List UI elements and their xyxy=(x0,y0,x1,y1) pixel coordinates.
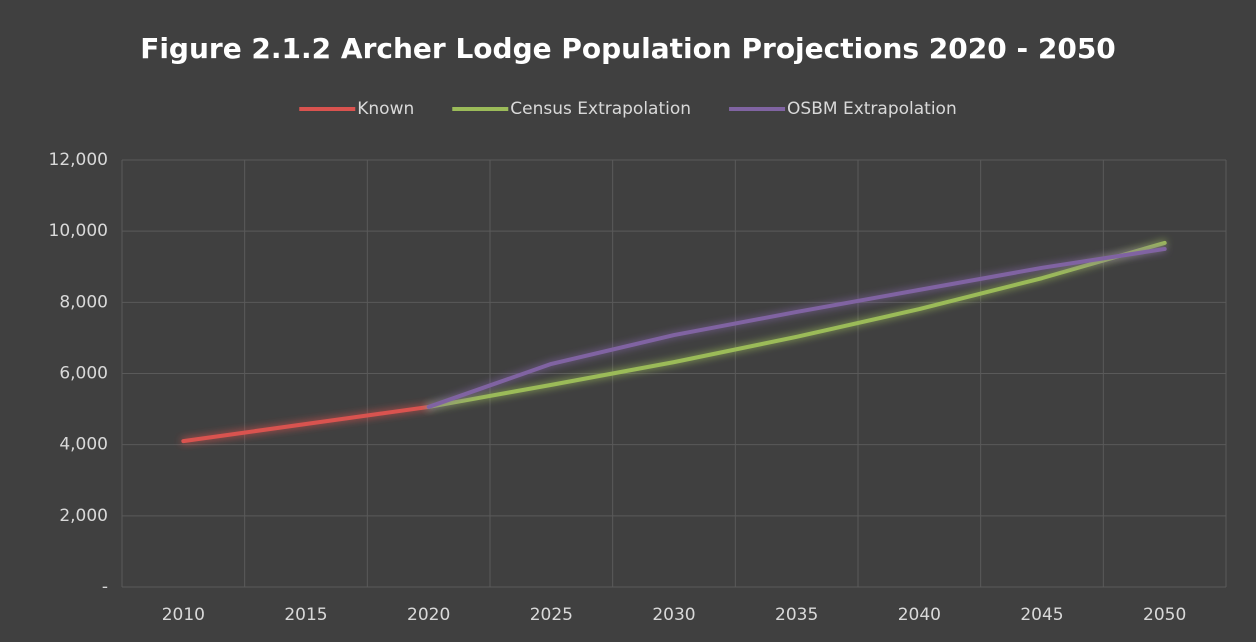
x-tick-label: 2025 xyxy=(530,605,573,625)
legend: Known Census Extrapolation OSBM Extrapolat… xyxy=(299,99,957,119)
x-tick-label: 2030 xyxy=(652,605,695,625)
y-tick-label: 10,000 xyxy=(49,221,108,241)
y-tick-label: 12,000 xyxy=(49,150,108,170)
legend-label: Known xyxy=(357,99,414,119)
y-tick-label: 4,000 xyxy=(59,435,108,455)
x-tick-label: 2035 xyxy=(775,605,818,625)
y-tick-label: - xyxy=(102,577,108,597)
y-tick-label: 8,000 xyxy=(59,292,108,312)
x-tick-label: 2015 xyxy=(284,605,327,625)
y-tick-label: 6,000 xyxy=(59,364,108,384)
series-line xyxy=(426,246,1167,409)
series-line xyxy=(181,404,431,444)
chart-title: Figure 2.1.2 Archer Lodge Population Pro… xyxy=(140,32,1116,65)
legend-label: Census Extrapolation xyxy=(510,99,691,119)
series-line xyxy=(426,240,1167,409)
x-tick-label: 2020 xyxy=(407,605,450,625)
x-tick-label: 2050 xyxy=(1143,605,1186,625)
x-tick-label: 2045 xyxy=(1020,605,1063,625)
y-tick-label: 2,000 xyxy=(59,506,108,526)
x-tick-label: 2040 xyxy=(898,605,941,625)
legend-label: OSBM Extrapolation xyxy=(787,99,957,119)
x-tick-label: 2010 xyxy=(162,605,205,625)
